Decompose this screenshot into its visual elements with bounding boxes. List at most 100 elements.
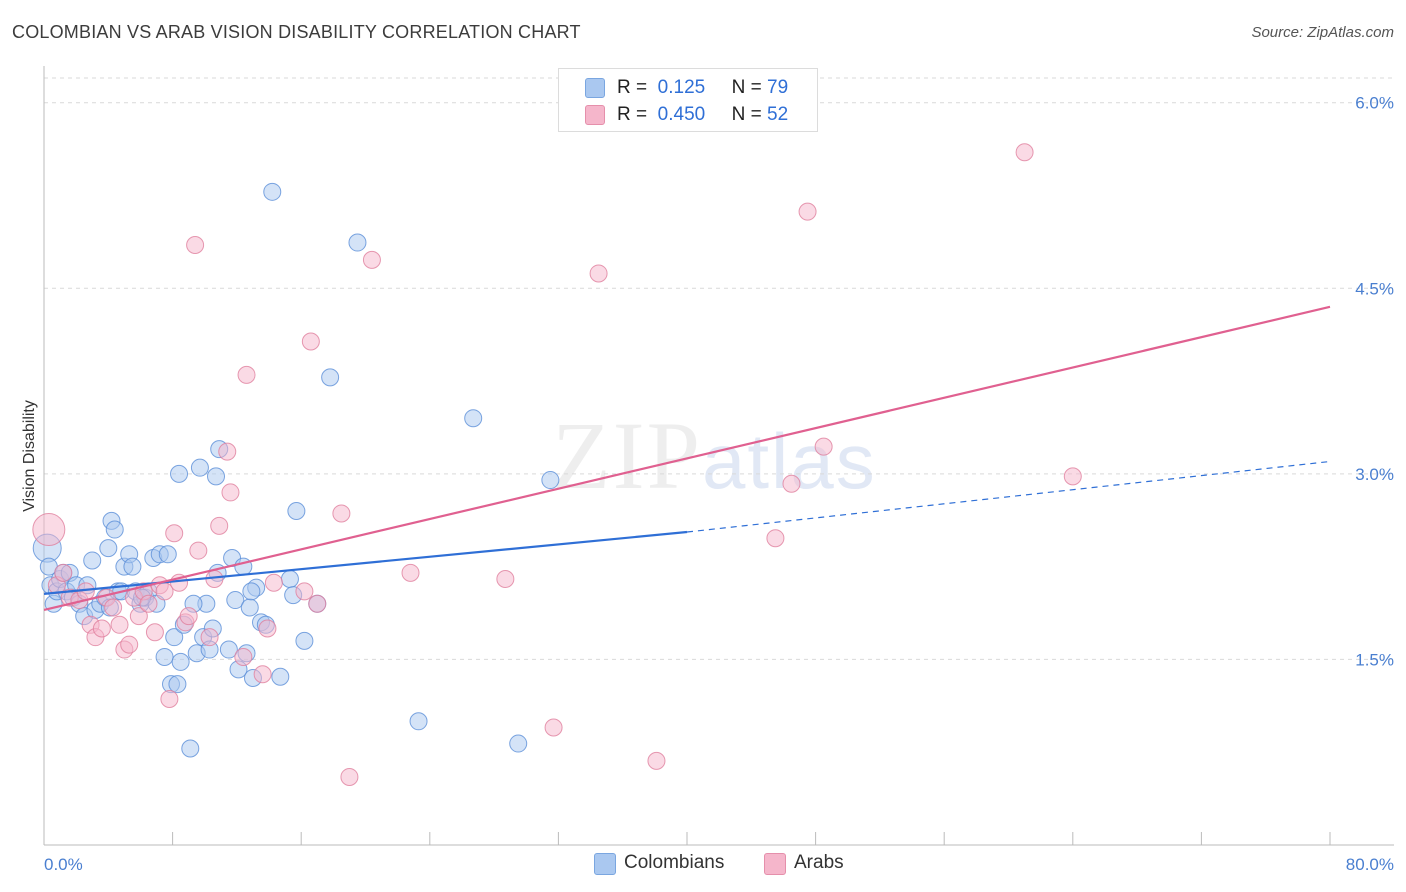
legend-text-arabs: R = 0.450 N = 52	[617, 104, 789, 125]
data-point-arabs	[237, 365, 256, 384]
data-point-colombians	[541, 471, 560, 490]
data-point-arabs	[814, 437, 833, 456]
data-point-arabs	[544, 718, 563, 737]
data-point-arabs	[308, 594, 327, 613]
data-point-arabs	[120, 635, 139, 654]
y-tick-label: 6.0%	[1355, 94, 1394, 113]
data-point-arabs	[160, 690, 179, 709]
legend-n-colombians: 79	[767, 77, 789, 98]
data-point-arabs	[32, 513, 66, 547]
data-point-colombians	[190, 458, 209, 477]
data-point-arabs	[1015, 143, 1034, 162]
legend-n-arabs: 52	[767, 104, 789, 125]
bottom-legend-swatch-colombians	[594, 853, 616, 875]
data-point-arabs	[54, 563, 73, 582]
data-point-colombians	[105, 520, 124, 539]
data-point-arabs	[647, 751, 666, 770]
trend-line-arabs	[43, 305, 1331, 612]
data-point-arabs	[264, 573, 283, 592]
data-point-arabs	[110, 615, 129, 634]
y-axis-label: Vision Disability	[21, 400, 38, 512]
watermark-zip: ZIP	[552, 402, 702, 509]
data-point-arabs	[798, 202, 817, 221]
data-point-arabs	[189, 541, 208, 560]
data-point-colombians	[155, 647, 174, 666]
data-point-arabs	[179, 607, 198, 626]
data-point-colombians	[464, 409, 483, 428]
data-point-arabs	[139, 594, 158, 613]
legend-swatch-colombians	[585, 78, 605, 98]
data-point-arabs	[104, 598, 123, 617]
data-point-colombians	[226, 591, 245, 610]
data-point-arabs	[221, 483, 240, 502]
axes	[43, 66, 1394, 846]
data-point-arabs	[295, 582, 314, 601]
source-credit: Source: ZipAtlas.com	[1251, 24, 1394, 41]
data-point-arabs	[496, 570, 515, 589]
data-point-colombians	[207, 467, 226, 486]
data-point-arabs	[401, 563, 420, 582]
data-point-arabs	[340, 767, 359, 786]
data-point-arabs	[210, 516, 229, 535]
data-point-colombians	[171, 652, 190, 671]
watermark: ZIPatlas	[552, 400, 877, 511]
legend-r-colombians: 0.125	[657, 77, 706, 98]
data-point-colombians	[271, 667, 290, 686]
data-point-arabs	[145, 623, 164, 642]
series-arabs	[32, 143, 1082, 786]
data-point-arabs	[200, 628, 219, 647]
data-point-arabs	[92, 619, 111, 638]
data-point-arabs	[766, 529, 785, 548]
bottom-legend-swatch-arabs	[764, 853, 786, 875]
data-point-colombians	[242, 582, 261, 601]
data-point-colombians	[99, 539, 118, 558]
data-point-arabs	[234, 647, 253, 666]
data-point-arabs	[165, 524, 184, 543]
data-point-colombians	[287, 501, 306, 520]
data-point-colombians	[168, 675, 187, 694]
data-point-colombians	[295, 631, 314, 650]
data-point-colombians	[321, 368, 340, 387]
data-point-arabs	[218, 442, 237, 461]
y-tick-label: 4.5%	[1355, 279, 1394, 298]
data-point-arabs	[782, 474, 801, 493]
legend-text-colombians: R = 0.125 N = 79	[617, 77, 789, 98]
axis-labels: 1.5% 3.0% 4.5% 6.0% 0.0% 80.0% Vision Disabili…	[21, 94, 1394, 874]
data-point-colombians	[263, 182, 282, 201]
data-point-arabs	[253, 665, 272, 684]
x-tick-label-min: 0.0%	[44, 855, 83, 874]
legend-swatch-arabs	[585, 105, 605, 125]
data-point-colombians	[219, 640, 238, 659]
series-colombians	[32, 182, 560, 758]
legend: R = 0.125 N = 79 R = 0.450 N = 52	[558, 68, 818, 132]
chart-title: COLOMBIAN VS ARAB VISION DISABILITY CORR…	[12, 22, 581, 42]
data-point-colombians	[83, 551, 102, 570]
data-point-colombians	[123, 557, 142, 576]
data-point-arabs	[301, 332, 320, 351]
x-tick-label-max: 80.0%	[1346, 855, 1394, 874]
data-point-arabs	[589, 264, 608, 283]
data-point-arabs	[129, 607, 148, 626]
bottom-legend-label-arabs: Arabs	[794, 852, 844, 873]
data-point-arabs	[332, 504, 351, 523]
legend-r-arabs: 0.450	[657, 104, 706, 125]
data-point-arabs	[258, 619, 277, 638]
data-point-colombians	[509, 734, 528, 753]
data-point-colombians	[170, 464, 189, 483]
trend-line-colombians	[43, 530, 688, 595]
data-point-arabs	[1063, 467, 1082, 486]
data-point-colombians	[165, 628, 184, 647]
trend-lines	[43, 305, 1331, 612]
trend-line-colombians-extension	[686, 460, 1331, 533]
y-tick-label: 3.0%	[1355, 465, 1394, 484]
y-tick-label: 1.5%	[1355, 650, 1394, 669]
data-point-colombians	[348, 233, 367, 252]
bottom-legend-label-colombians: Colombians	[624, 852, 725, 873]
data-point-colombians	[181, 739, 200, 758]
data-point-arabs	[362, 250, 381, 269]
data-point-colombians	[409, 712, 428, 731]
data-point-colombians	[280, 570, 299, 589]
data-point-arabs	[186, 236, 205, 255]
data-point-colombians	[158, 545, 177, 564]
